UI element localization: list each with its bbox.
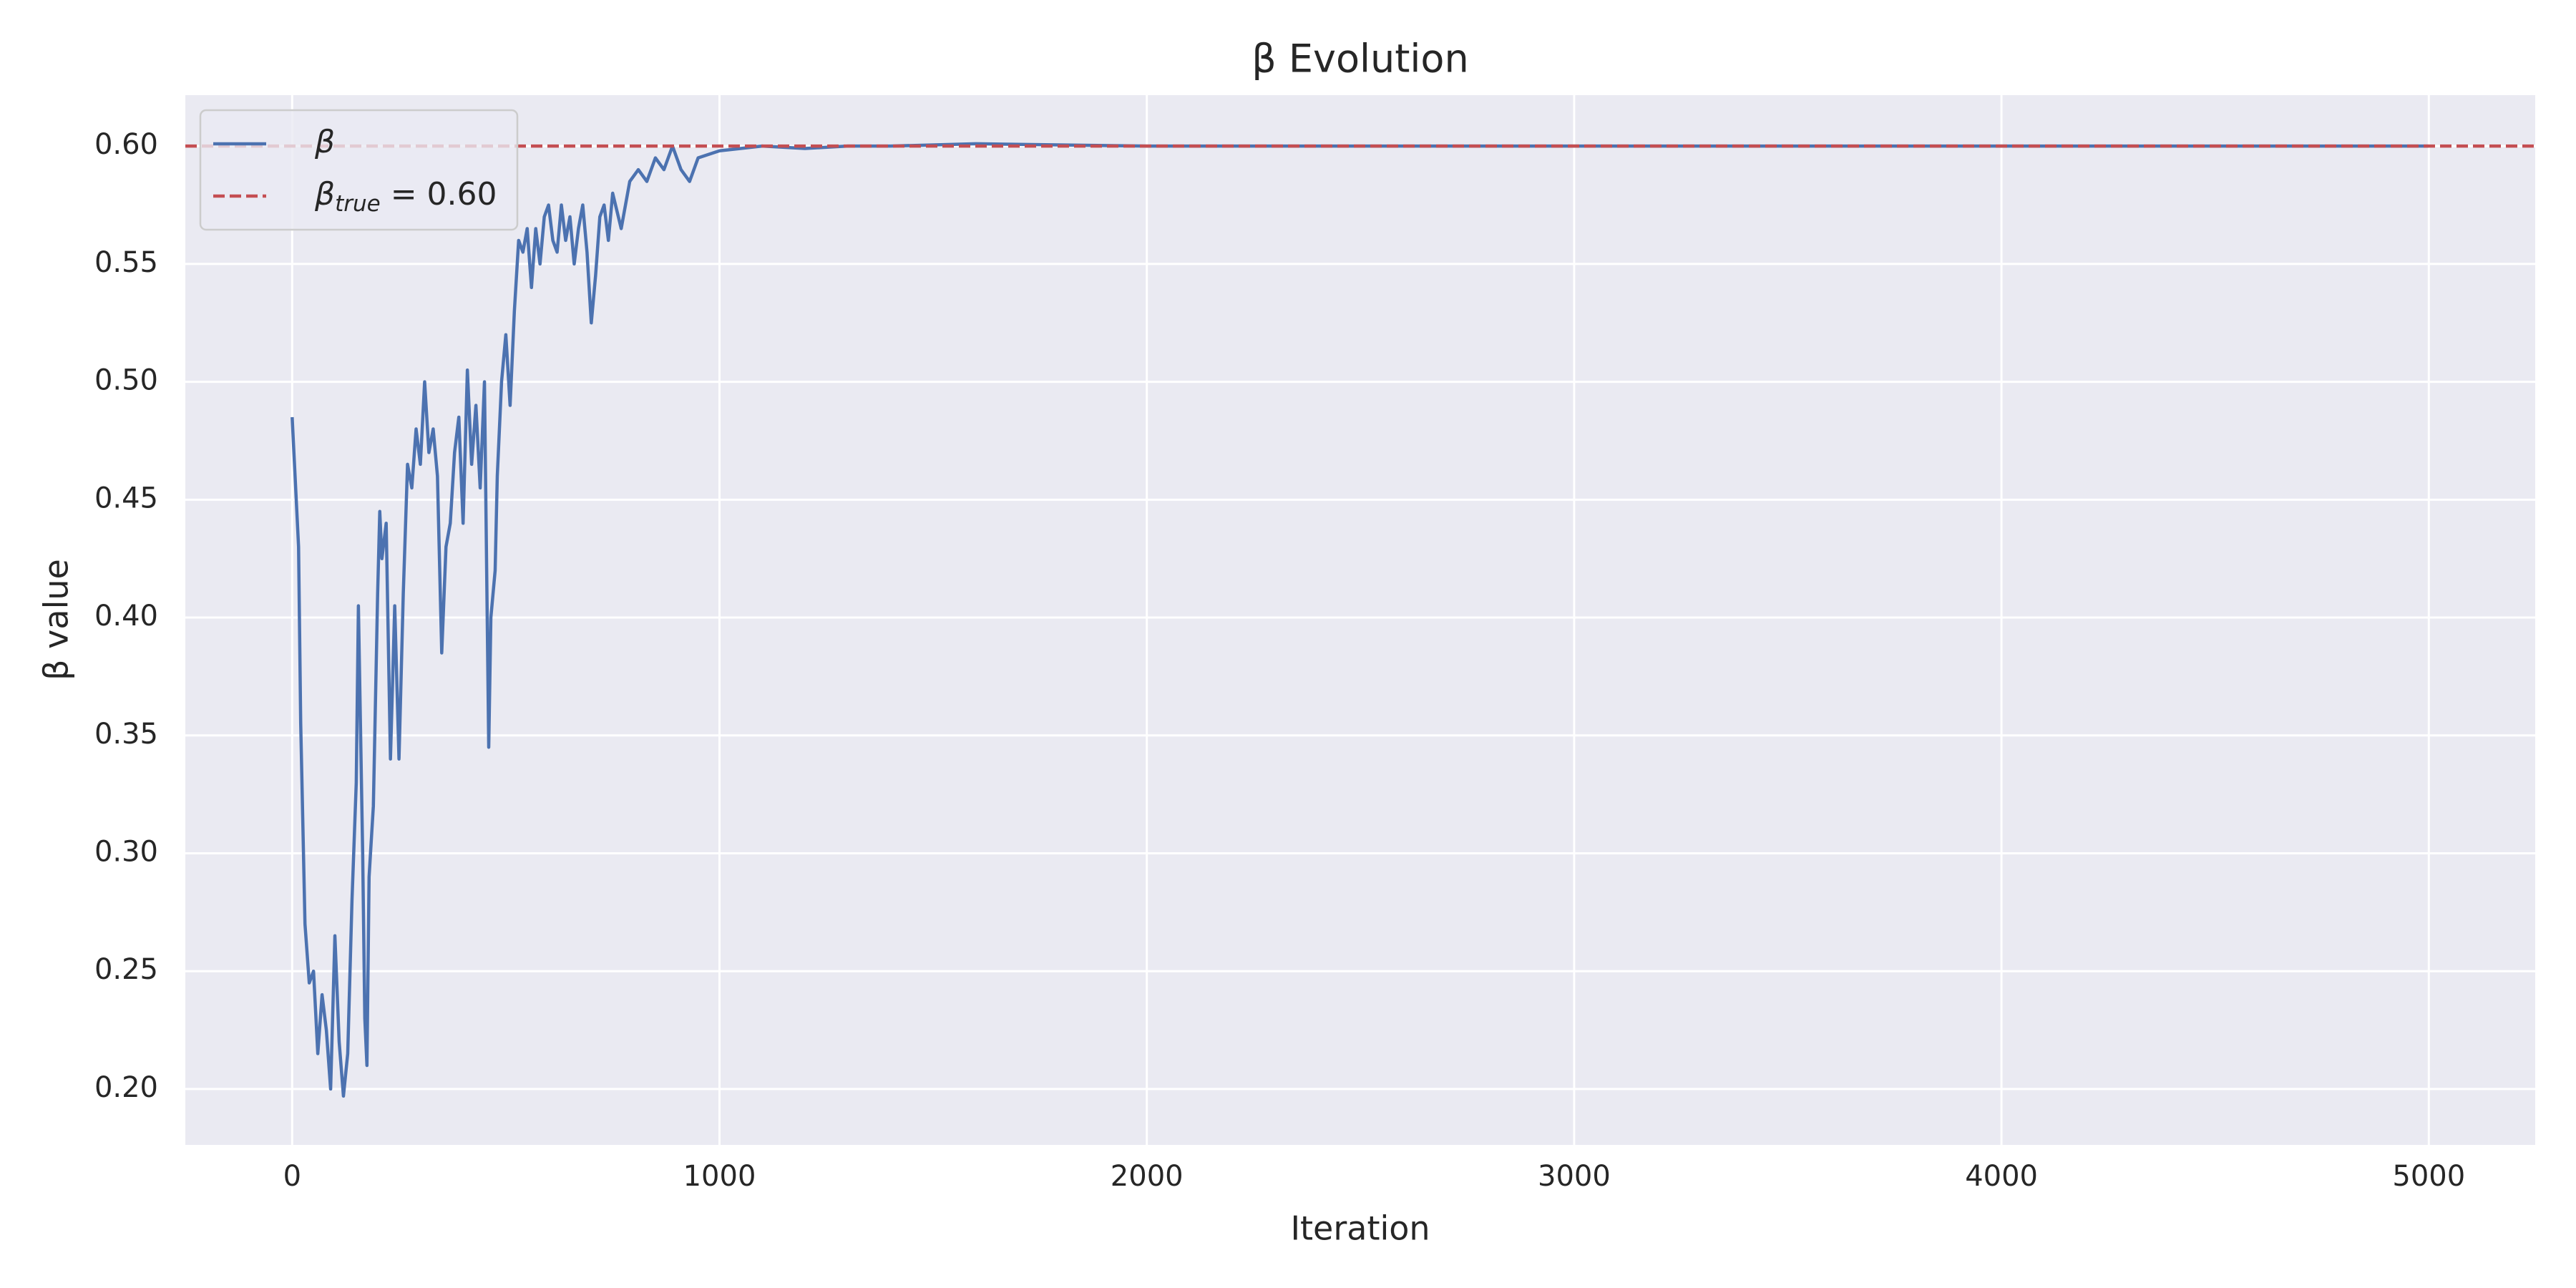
- y-tick-label: 0.30: [94, 835, 158, 868]
- y-tick-label: 0.55: [94, 246, 158, 279]
- ticks: 0 1000 2000 3000 4000 5000 0.20 0.25 0.30 0.35 0.4…: [94, 128, 2465, 1193]
- marks: [185, 142, 2535, 1098]
- y-tick-label: 0.35: [94, 718, 158, 751]
- y-axis-label: β value: [37, 559, 76, 680]
- y-tick-label: 0.25: [94, 953, 158, 986]
- legend-label-part: = 0.60: [381, 176, 497, 213]
- x-tick-label: 2000: [1111, 1160, 1184, 1193]
- x-tick-label: 1000: [683, 1160, 756, 1193]
- legend-box: [199, 109, 519, 231]
- legend-label-part: true: [335, 191, 381, 217]
- legend-label: βtrue = 0.60: [314, 176, 497, 217]
- plot-background: [185, 95, 2535, 1145]
- x-tick-label: 0: [283, 1160, 301, 1193]
- x-tick-label: 5000: [2392, 1160, 2465, 1193]
- y-tick-label: 0.40: [94, 600, 158, 633]
- data-line: [291, 142, 2429, 1098]
- legend-label: β: [314, 124, 335, 160]
- x-tick-label: 3000: [1538, 1160, 1611, 1193]
- legend-label-part: β: [314, 176, 335, 213]
- x-tick-label: 4000: [1965, 1160, 2038, 1193]
- chart-title: β Evolution: [1252, 36, 1468, 82]
- x-axis-label: Iteration: [1290, 1209, 1430, 1248]
- y-tick-label: 0.45: [94, 482, 158, 514]
- y-tick-label: 0.20: [94, 1071, 158, 1104]
- y-tick-label: 0.50: [94, 364, 158, 397]
- y-tick-label: 0.60: [94, 128, 158, 161]
